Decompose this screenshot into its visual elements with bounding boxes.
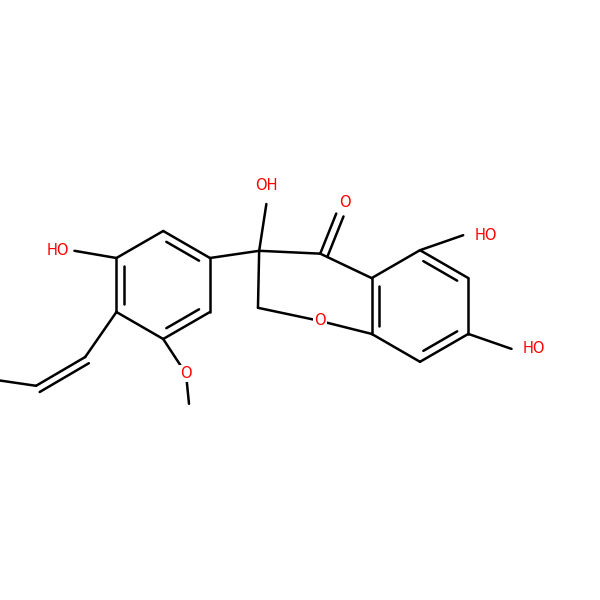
Text: HO: HO bbox=[475, 227, 497, 242]
Text: HO: HO bbox=[46, 243, 69, 258]
Text: O: O bbox=[340, 195, 351, 210]
Text: OH: OH bbox=[255, 178, 278, 193]
Text: O: O bbox=[180, 366, 192, 382]
Text: HO: HO bbox=[523, 341, 545, 356]
Text: O: O bbox=[314, 313, 325, 328]
